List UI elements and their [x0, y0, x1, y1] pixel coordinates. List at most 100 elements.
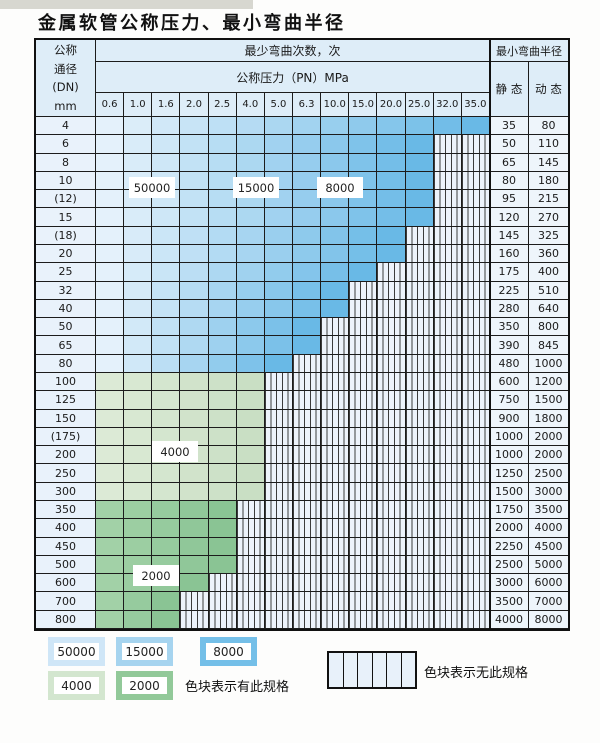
spec-cell [152, 263, 181, 282]
no-spec-cell [433, 427, 462, 447]
no-spec-cell [321, 482, 350, 501]
spec-cell [208, 482, 237, 501]
spec-cell [236, 226, 265, 245]
no-spec-cell [321, 501, 350, 520]
no-spec-cell [461, 373, 490, 392]
no-spec-cell [236, 610, 265, 629]
spec-cell [180, 409, 209, 428]
no-spec-cell [321, 318, 350, 337]
no-spec-cell [349, 592, 378, 611]
dn-row-label: 32 [36, 281, 96, 300]
no-spec-cell [377, 263, 406, 282]
no-spec-cell [377, 281, 406, 300]
dynamic-radius-value: 845 [529, 336, 568, 355]
no-spec-cell [349, 537, 378, 556]
no-spec-cell [433, 153, 462, 172]
no-spec-cell [349, 427, 378, 447]
spec-cell [349, 245, 378, 264]
spec-cell [180, 354, 209, 373]
no-spec-cell [405, 226, 434, 245]
nominal-pressure-header: 公称压力（PN）MPa [96, 62, 490, 93]
spec-cell [208, 208, 237, 227]
spec-cell [96, 354, 125, 373]
spec-cell [96, 263, 125, 282]
spec-cell [208, 446, 237, 465]
spec-cell [180, 519, 209, 538]
no-spec-cell [433, 592, 462, 611]
spec-cell [152, 318, 181, 337]
no-spec-cell [349, 482, 378, 501]
spec-cell [208, 464, 237, 483]
no-spec-cell [293, 427, 322, 447]
spec-cell [96, 190, 125, 209]
no-spec-cell [405, 336, 434, 355]
spec-cell [96, 464, 125, 483]
legend-swatch-4000: 4000 [48, 671, 105, 700]
page-title: 金属软管公称压力、最小弯曲半径 [38, 13, 346, 34]
static-radius-value: 350 [490, 318, 529, 337]
pressure-column-header: 25.0 [405, 93, 434, 117]
spec-cell [96, 519, 125, 538]
no-spec-cell [349, 373, 378, 392]
spec-cell [96, 501, 125, 520]
dn-row-label: 40 [36, 299, 96, 319]
no-spec-cell [377, 409, 406, 428]
static-radius-value: 480 [490, 354, 529, 373]
no-spec-cell [321, 336, 350, 355]
no-spec-cell [461, 171, 490, 191]
spec-cell [124, 519, 153, 538]
no-spec-cell [405, 391, 434, 410]
no-spec-cell [349, 464, 378, 483]
data-table: 公称 通径 (DN) mm 最少弯曲次数，次 最小弯曲半径 公称压力（PN）MPa 静 态动 … [34, 38, 570, 631]
spec-cell [321, 281, 350, 300]
no-spec-cell [433, 537, 462, 556]
legend-hatch-cell [343, 653, 358, 687]
dn-row-label: 50 [36, 318, 96, 337]
dynamic-radius-value: 3500 [529, 501, 568, 520]
static-radius-value: 95 [490, 190, 529, 209]
spec-cell [236, 299, 265, 319]
spec-cell [180, 281, 209, 300]
spec-cell [293, 208, 322, 227]
legend-swatch-2000: 2000 [116, 671, 173, 700]
spec-cell [152, 519, 181, 538]
no-spec-cell [349, 318, 378, 337]
pressure-column-header: 35.0 [461, 93, 490, 117]
no-spec-cell [349, 574, 378, 593]
dn-row-label: (12) [36, 190, 96, 209]
no-spec-cell [433, 373, 462, 392]
no-spec-cell [405, 501, 434, 520]
zone-count-label: 50000 [129, 177, 175, 198]
no-spec-cell [405, 446, 434, 465]
no-spec-cell [293, 391, 322, 410]
spec-cell [180, 299, 209, 319]
no-spec-cell [433, 245, 462, 264]
dynamic-radius-value: 3000 [529, 482, 568, 501]
no-spec-cell [405, 482, 434, 501]
no-spec-cell [377, 318, 406, 337]
no-spec-cell [461, 226, 490, 245]
no-spec-cell [349, 409, 378, 428]
spec-cell [124, 226, 153, 245]
no-spec-cell [264, 501, 293, 520]
static-radius-value: 390 [490, 336, 529, 355]
spec-cell [236, 117, 265, 136]
spec-cell [293, 263, 322, 282]
no-spec-cell [405, 427, 434, 447]
spec-cell [124, 336, 153, 355]
spec-cell [321, 153, 350, 172]
dn-row-label: 20 [36, 245, 96, 264]
no-spec-cell [405, 519, 434, 538]
spec-cell [405, 117, 434, 136]
no-spec-cell [377, 299, 406, 319]
spec-cell [321, 226, 350, 245]
spec-cell [377, 208, 406, 227]
spec-cell [236, 373, 265, 392]
spec-cell [349, 208, 378, 227]
spec-cell [321, 135, 350, 154]
dn-row-label: 700 [36, 592, 96, 611]
no-spec-cell [293, 592, 322, 611]
no-spec-cell [405, 373, 434, 392]
spec-cell [152, 117, 181, 136]
dn-row-label: 600 [36, 574, 96, 593]
